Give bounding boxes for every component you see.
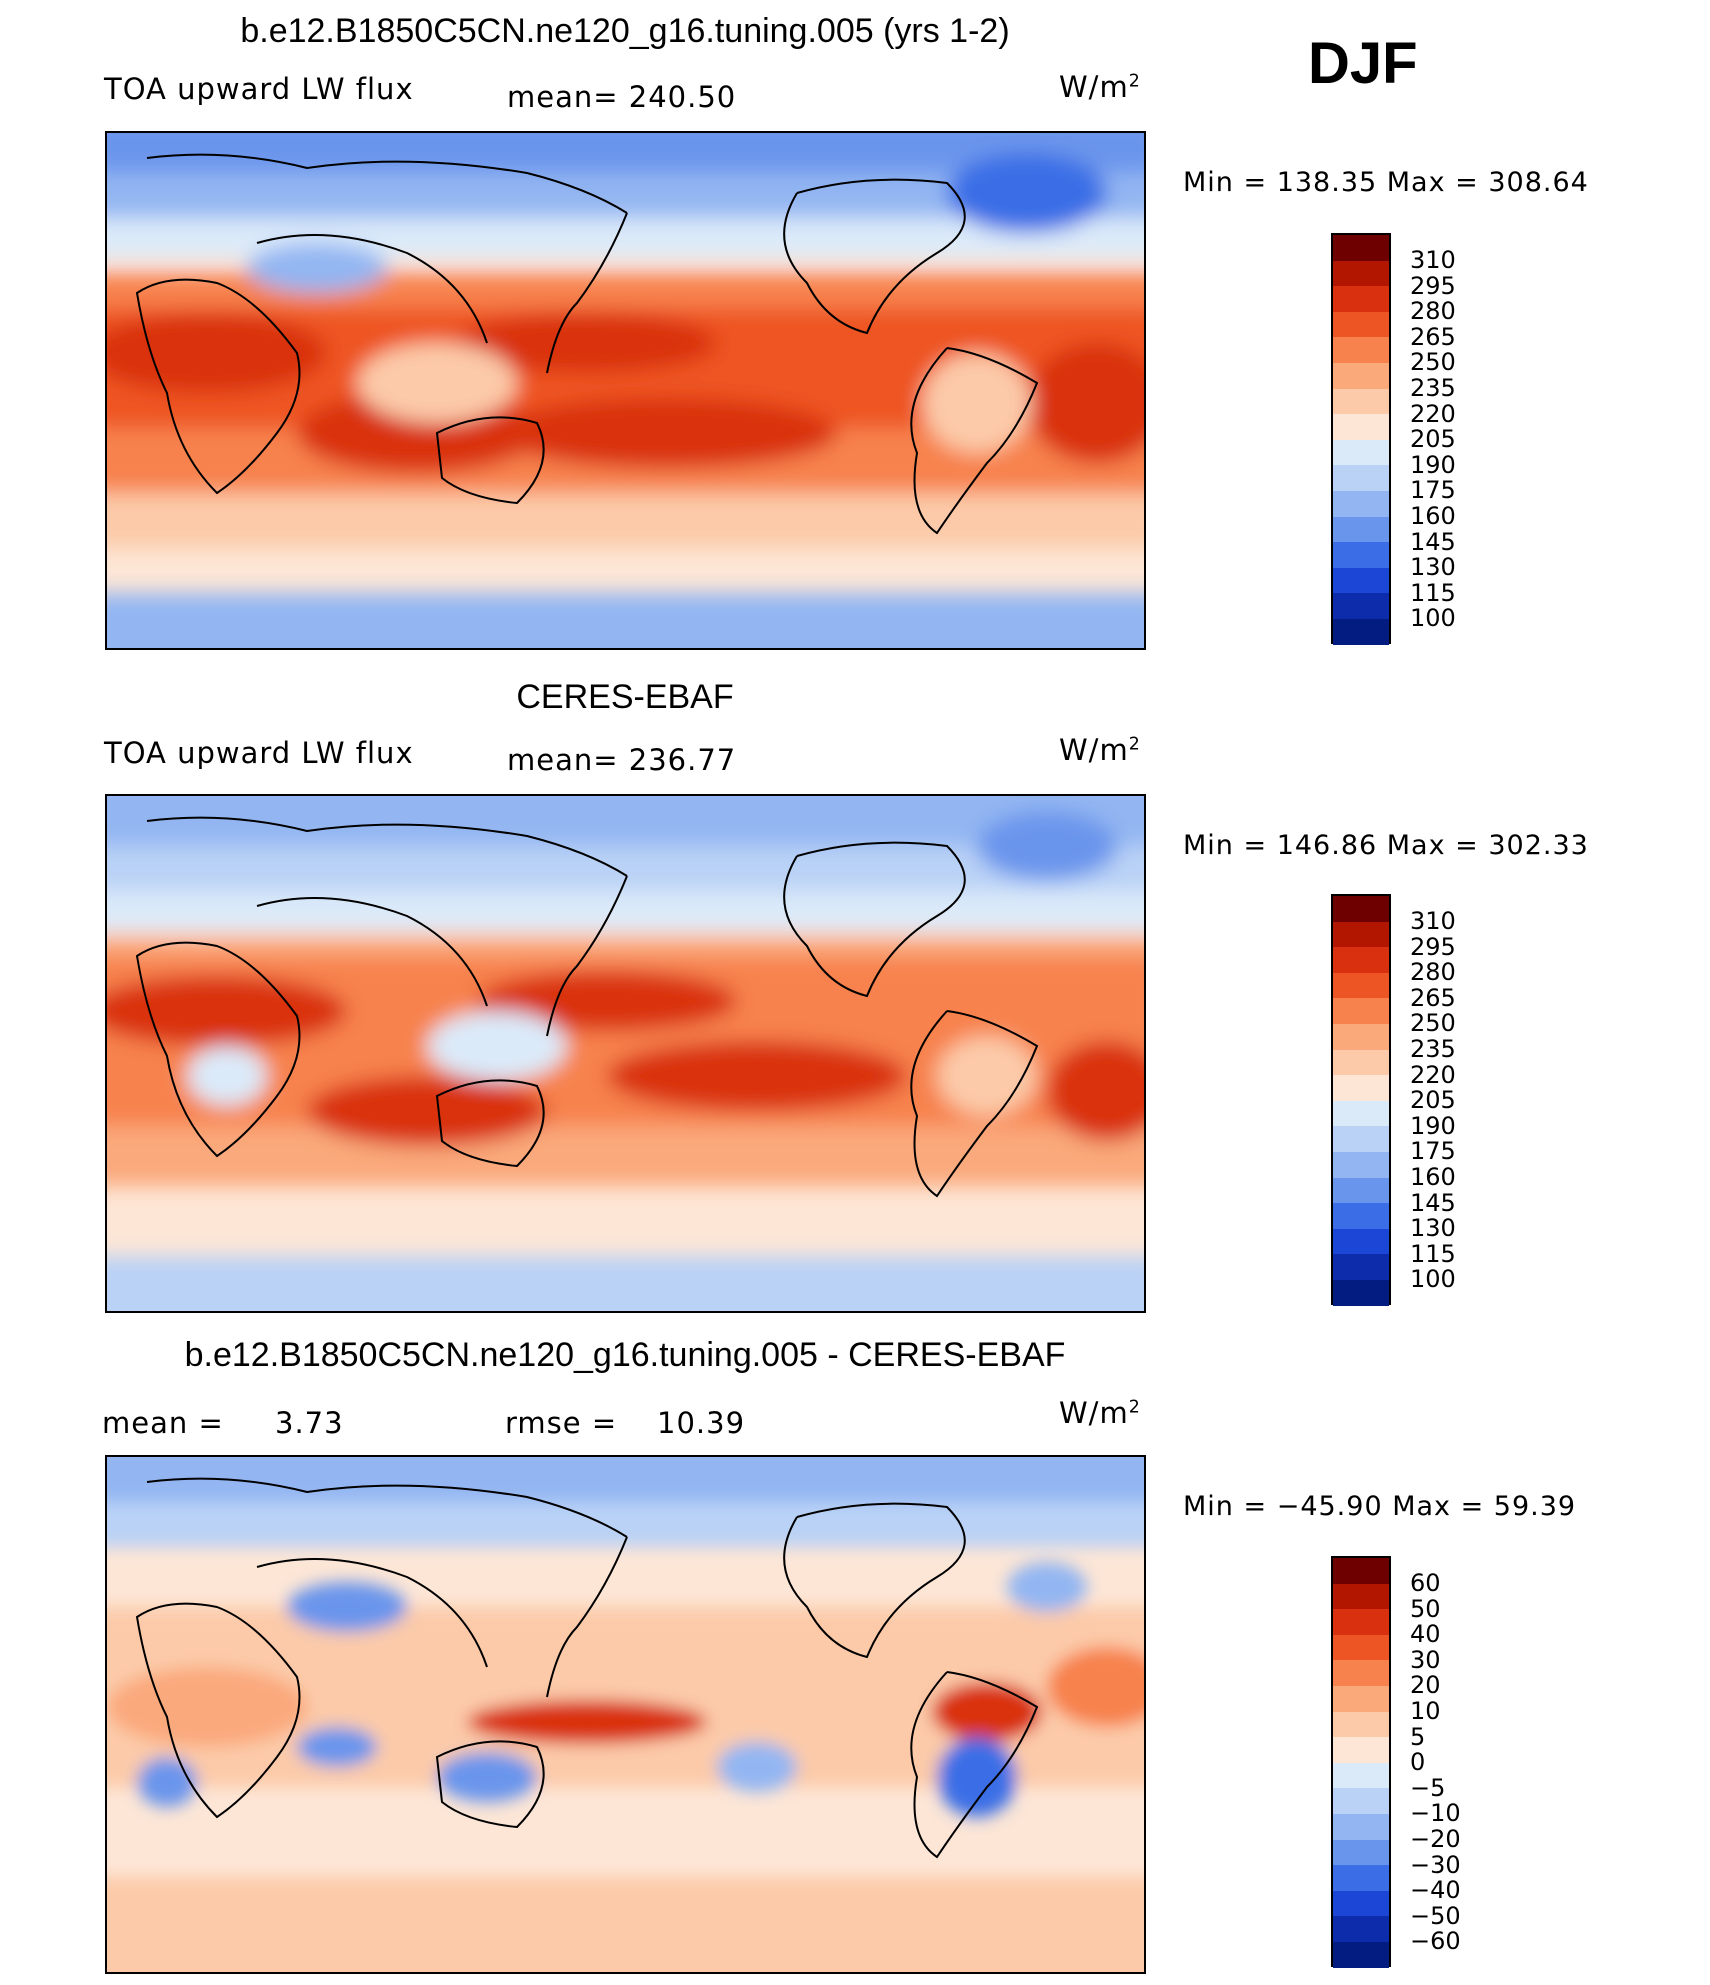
colorbar-tick: 265 [1410,984,1456,1012]
colorbar-tick: 295 [1410,272,1456,300]
colorbar-tick: 100 [1410,604,1456,632]
colorbar-tick: 115 [1410,579,1456,607]
panel3-rmse-label: rmse = [505,1406,618,1440]
colorbar-tick: −30 [1410,1851,1461,1879]
panel1-minmax: Min = 138.35 Max = 308.64 [1183,167,1589,198]
colorbar-tick: 175 [1410,1137,1456,1165]
colorbar-tick: 310 [1410,246,1456,274]
colorbar-tick: 310 [1410,907,1456,935]
colorbar-tick: 280 [1410,958,1456,986]
colorbar-tick: −50 [1410,1902,1461,1930]
panel1-mean: mean= 240.50 [507,80,737,114]
panel1-variable: TOA upward LW flux [104,72,414,106]
panel3-mean-value: 3.73 [275,1406,344,1440]
panel2-units: W/m2 [1059,733,1141,767]
colorbar-tick: 145 [1410,1189,1456,1217]
colorbar-tick: 190 [1410,451,1456,479]
colorbar-tick: 50 [1410,1595,1441,1623]
colorbar-tick: 100 [1410,1265,1456,1293]
colorbar-tick: 220 [1410,400,1456,428]
panel2-map [105,794,1146,1313]
colorbar-tick: 190 [1410,1112,1456,1140]
colorbar-tick: −40 [1410,1876,1461,1904]
panel2-variable: TOA upward LW flux [104,736,414,770]
colorbar-tick: 10 [1410,1697,1441,1725]
colorbar-tick: 250 [1410,1009,1456,1037]
colorbar-tick: 40 [1410,1620,1441,1648]
colorbar-tick: 205 [1410,425,1456,453]
colorbar-tick: 130 [1410,553,1456,581]
colorbar-tick: 175 [1410,476,1456,504]
colorbar-tick: 265 [1410,323,1456,351]
colorbar-tick: 220 [1410,1061,1456,1089]
panel3-mean-label: mean = [102,1406,224,1440]
panel1-title: b.e12.B1850C5CN.ne120_g16.tuning.005 (yr… [240,12,1010,50]
colorbar-tick: 250 [1410,348,1456,376]
colorbar-tick: 205 [1410,1086,1456,1114]
panel3-minmax: Min = −45.90 Max = 59.39 [1183,1491,1577,1522]
colorbar-tick: 115 [1410,1240,1456,1268]
panel2-minmax: Min = 146.86 Max = 302.33 [1183,830,1589,861]
panel2-mean: mean= 236.77 [507,743,737,777]
panel1-map [105,131,1146,650]
panel1-colorbar [1331,233,1391,645]
panel3-title: b.e12.B1850C5CN.ne120_g16.tuning.005 - C… [184,1336,1066,1374]
panel2-title: CERES-EBAF [516,678,734,716]
colorbar-tick: 160 [1410,502,1456,530]
colorbar-tick: 235 [1410,374,1456,402]
season-label: DJF [1308,31,1418,96]
panel1-units: W/m2 [1059,70,1141,104]
panel2-colorbar [1331,894,1391,1306]
colorbar-tick: 145 [1410,528,1456,556]
colorbar-tick: 60 [1410,1569,1441,1597]
panel3-map [105,1455,1146,1974]
colorbar-tick: 280 [1410,297,1456,325]
colorbar-tick: −5 [1410,1774,1446,1802]
colorbar-tick: 130 [1410,1214,1456,1242]
panel3-units: W/m2 [1059,1396,1141,1430]
colorbar-tick: 0 [1410,1748,1426,1776]
panel3-rmse-value: 10.39 [657,1406,746,1440]
colorbar-tick: 5 [1410,1723,1426,1751]
colorbar-tick: 160 [1410,1163,1456,1191]
panel3-colorbar [1331,1556,1391,1968]
colorbar-tick: 20 [1410,1671,1441,1699]
colorbar-tick: −60 [1410,1927,1461,1955]
colorbar-tick: 295 [1410,933,1456,961]
colorbar-tick: −20 [1410,1825,1461,1853]
colorbar-tick: 30 [1410,1646,1441,1674]
colorbar-tick: −10 [1410,1799,1461,1827]
colorbar-tick: 235 [1410,1035,1456,1063]
